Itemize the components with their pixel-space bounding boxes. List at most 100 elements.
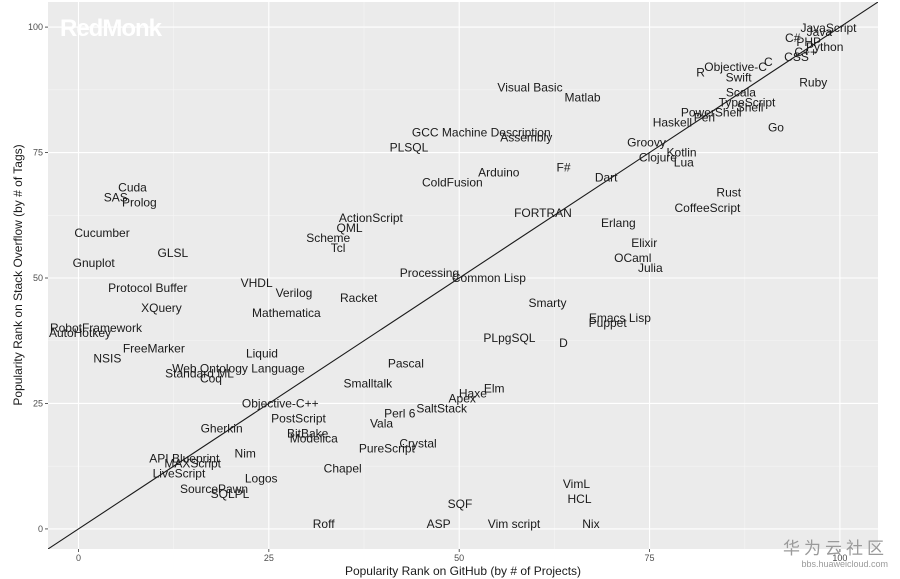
- language-label: ActionScript: [339, 211, 404, 225]
- language-label: LiveScript: [153, 467, 206, 481]
- language-label: R: [696, 65, 705, 79]
- language-label: SQF: [448, 497, 473, 511]
- language-label: Arduino: [478, 166, 520, 180]
- y-tick-label: 75: [33, 148, 43, 158]
- language-label: F#: [557, 161, 571, 175]
- language-label: Protocol Buffer: [108, 281, 187, 295]
- language-label: Assembly: [500, 130, 552, 144]
- language-label: Mathematica: [252, 306, 321, 320]
- language-label: Crystal: [399, 437, 436, 451]
- language-label: Prolog: [122, 196, 157, 210]
- language-label: SourcePawn: [180, 482, 248, 496]
- language-label: PureScript: [359, 442, 416, 456]
- language-label: Rust: [716, 186, 741, 200]
- language-label: Nix: [582, 517, 599, 531]
- language-label: API Blueprint: [149, 452, 220, 466]
- language-label: HCL: [567, 492, 591, 506]
- y-tick-label: 25: [33, 398, 43, 408]
- language-label: Verilog: [276, 286, 313, 300]
- y-tick-label: 100: [28, 22, 43, 32]
- language-label: AutoHotkey: [49, 326, 111, 340]
- watermark-title: 华为云社区: [783, 539, 888, 559]
- x-tick-label: 0: [76, 553, 81, 563]
- language-label: CSS: [784, 50, 809, 64]
- language-label: Modelica: [290, 432, 338, 446]
- language-label: Elm: [484, 381, 505, 395]
- language-label: C++: [794, 45, 817, 59]
- language-label: SaltStack: [416, 401, 468, 415]
- language-label: NSIS: [93, 351, 121, 365]
- watermark-url: bbs.huaweicloud.com: [801, 559, 888, 569]
- redmonk-logo: RedMonk: [60, 15, 163, 42]
- language-label: Cucumber: [74, 226, 129, 240]
- language-label: ColdFusion: [422, 176, 483, 190]
- y-tick-label: 0: [38, 524, 43, 534]
- language-label: PHP: [796, 35, 821, 49]
- language-label: Gnuplot: [73, 256, 116, 270]
- language-label: VimL: [563, 477, 590, 491]
- language-label: Scheme: [306, 231, 350, 245]
- language-label: Java: [807, 25, 833, 39]
- language-label: SAS: [104, 191, 128, 205]
- x-tick-label: 75: [645, 553, 655, 563]
- language-label: Scala: [726, 85, 756, 99]
- language-label: BitBake: [287, 427, 329, 441]
- language-label: Standard ML: [165, 366, 234, 380]
- language-label: Web Ontology Language: [172, 361, 305, 375]
- language-label: Lua: [674, 156, 694, 170]
- language-label: Vim script: [488, 517, 541, 531]
- x-tick-label: 50: [454, 553, 464, 563]
- language-label: Cuda: [118, 181, 147, 195]
- reference-line: [48, 2, 878, 549]
- language-label: OCaml: [614, 251, 651, 265]
- language-label: Haxe: [459, 386, 487, 400]
- language-label: QML: [337, 221, 363, 235]
- language-label: GCC Machine Description: [412, 125, 551, 139]
- language-label: Clojure: [639, 151, 677, 165]
- diagonal-line: [48, 2, 878, 549]
- x-axis-title: Popularity Rank on GitHub (by # of Proje…: [345, 564, 581, 578]
- language-label: CoffeeScript: [675, 201, 741, 215]
- language-label: Roff: [313, 517, 335, 531]
- language-label: Dart: [595, 171, 618, 185]
- language-label: Tcl: [331, 241, 346, 255]
- language-label: Swift: [726, 70, 753, 84]
- y-axis-title: Popularity Rank on Stack Overflow (by # …: [11, 144, 25, 405]
- language-label: MAXScript: [164, 457, 221, 471]
- language-label: Objective-C: [704, 60, 767, 74]
- language-label: Nim: [235, 447, 256, 461]
- language-label: Perl 6: [384, 407, 416, 421]
- language-label: VHDL: [241, 276, 273, 290]
- language-label: Coq: [200, 371, 222, 385]
- language-label: FORTRAN: [514, 206, 572, 220]
- language-label: Erlang: [601, 216, 636, 230]
- x-tick-label: 100: [832, 553, 847, 563]
- language-label: GLSL: [158, 246, 189, 260]
- language-label: PostScript: [271, 412, 326, 426]
- language-label: Logos: [245, 472, 278, 486]
- language-label: Vala: [370, 417, 393, 431]
- language-label: RobotFramework: [50, 321, 143, 335]
- gridlines: [48, 2, 878, 549]
- language-label: SQLPL: [211, 487, 250, 501]
- language-label: Kotlin: [667, 146, 697, 160]
- language-label: Visual Basic: [497, 80, 562, 94]
- language-label: Perl: [694, 110, 715, 124]
- language-label: Objective-C++: [242, 396, 319, 410]
- language-label: FreeMarker: [123, 341, 185, 355]
- language-label: Smarty: [529, 296, 567, 310]
- language-label: JavaScript: [800, 21, 857, 35]
- language-label: XQuery: [141, 301, 182, 315]
- language-label: Puppet: [589, 316, 628, 330]
- language-label: Julia: [638, 261, 663, 275]
- language-label: Groovy: [627, 136, 666, 150]
- y-tick-label: 50: [33, 273, 43, 283]
- language-label: Processing: [400, 266, 459, 280]
- language-label: PLpgSQL: [483, 331, 535, 345]
- language-label: Liquid: [246, 346, 278, 360]
- language-label: D: [559, 336, 568, 350]
- language-label: TypeScript: [719, 95, 776, 109]
- language-label: Shell: [737, 100, 764, 114]
